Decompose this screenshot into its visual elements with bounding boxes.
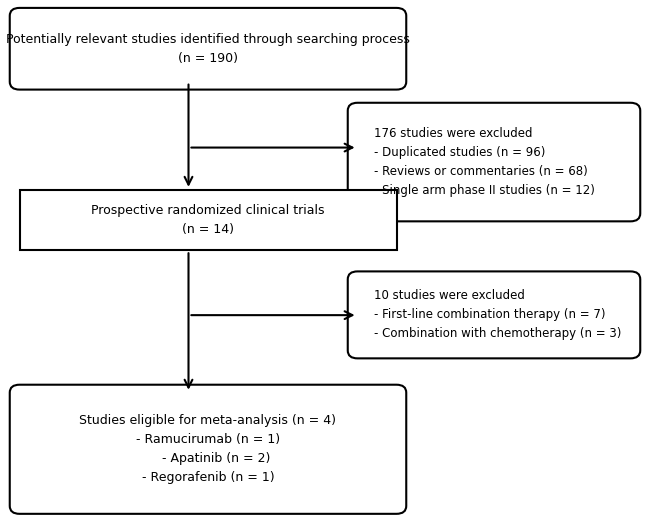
Text: 176 studies were excluded
- Duplicated studies (n = 96)
- Reviews or commentarie: 176 studies were excluded - Duplicated s… (374, 127, 595, 197)
Text: 10 studies were excluded
- First-line combination therapy (n = 7)
- Combination : 10 studies were excluded - First-line co… (374, 289, 621, 340)
FancyBboxPatch shape (20, 190, 396, 250)
FancyBboxPatch shape (10, 8, 406, 90)
FancyBboxPatch shape (10, 385, 406, 514)
Text: Potentially relevant studies identified through searching process
(n = 190): Potentially relevant studies identified … (6, 33, 410, 65)
FancyBboxPatch shape (348, 271, 640, 358)
Text: Prospective randomized clinical trials
(n = 14): Prospective randomized clinical trials (… (91, 204, 325, 236)
FancyBboxPatch shape (348, 103, 640, 221)
Text: Studies eligible for meta-analysis (n = 4)
- Ramucirumab (n = 1)
    - Apatinib : Studies eligible for meta-analysis (n = … (79, 414, 337, 484)
